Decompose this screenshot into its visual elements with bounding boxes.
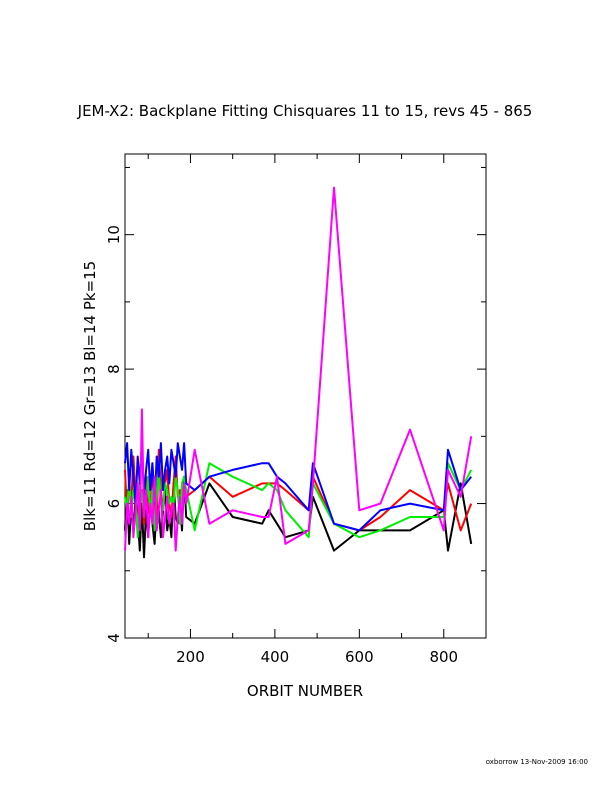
y-axis-label: Blk=11 Rd=12 Gr=13 Bl=14 Pk=15 bbox=[81, 261, 99, 531]
x-tick-label: 400 bbox=[261, 648, 290, 666]
x-axis-label: ORBIT NUMBER bbox=[247, 682, 363, 700]
y-tick-label: 6 bbox=[105, 499, 123, 509]
x-tick-label: 600 bbox=[345, 648, 374, 666]
axis-ticks bbox=[125, 154, 487, 638]
series-line-5 bbox=[124, 186, 473, 552]
axis-tick-labels: 200 400 600 800 4 6 8 10 bbox=[105, 225, 458, 666]
footer-stamp: oxborrow 13-Nov-2009 16:00 bbox=[485, 758, 588, 766]
y-tick-label: 10 bbox=[105, 225, 123, 244]
plot-frame bbox=[124, 153, 487, 639]
series-lines bbox=[124, 186, 473, 559]
x-tick-label: 800 bbox=[429, 648, 458, 666]
y-tick-label: 8 bbox=[105, 364, 123, 374]
chart-title: JEM-X2: Backplane Fitting Chisquares 11 … bbox=[77, 102, 533, 120]
x-tick-label: 200 bbox=[176, 648, 205, 666]
y-tick-label: 4 bbox=[105, 633, 123, 643]
